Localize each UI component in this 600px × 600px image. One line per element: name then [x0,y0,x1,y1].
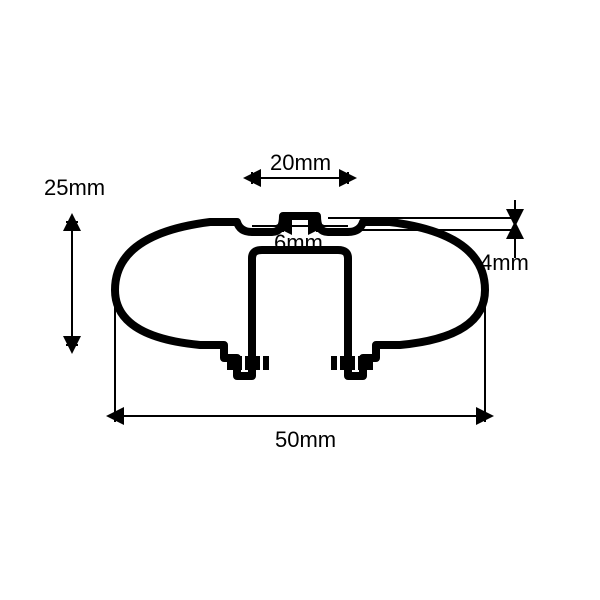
grip-rib [263,356,269,370]
grip-rib [358,356,364,370]
dimension-50mm-label: 50mm [275,427,336,452]
grip-rib [340,356,346,370]
grip-rib [349,356,355,370]
grip-rib [367,356,373,370]
dimension-25mm-label: 25mm [44,175,105,200]
cross-section-diagram: 50mm 25mm 20mm 6mm 4mm [0,0,600,600]
dimension-6mm-label: 6mm [274,230,323,255]
grip-rib [331,356,337,370]
grip-rib [254,356,260,370]
grip-rib [245,356,251,370]
grip-rib [236,356,242,370]
dimension-4mm-label: 4mm [480,250,529,275]
dimension-20mm-label: 20mm [270,150,331,175]
grip-rib [227,356,233,370]
